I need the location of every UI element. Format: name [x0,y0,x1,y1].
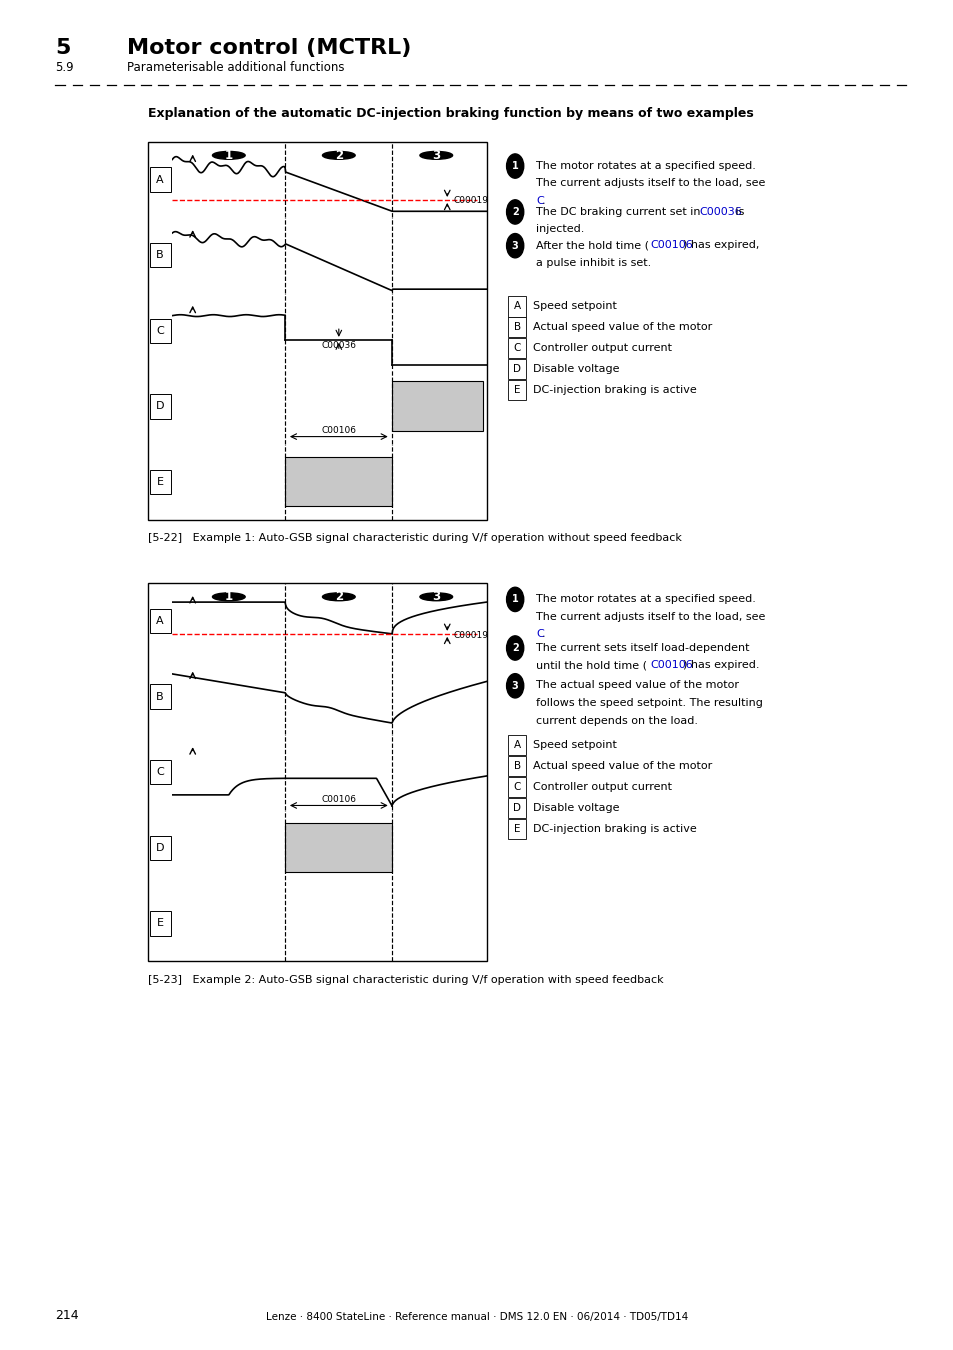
Text: D: D [513,803,520,813]
Text: a pulse inhibit is set.: a pulse inhibit is set. [536,258,651,267]
Text: C00036: C00036 [699,207,741,216]
Text: C: C [156,325,164,336]
Circle shape [322,593,355,601]
Text: A: A [513,740,520,751]
Text: [5-22]   Example 1: Auto-GSB signal characteristic during V/f operation without : [5-22] Example 1: Auto-GSB signal charac… [148,533,681,543]
Text: D: D [513,364,520,374]
Text: Actual speed value of the motor: Actual speed value of the motor [533,761,712,771]
Text: C: C [536,196,543,205]
Text: A: A [513,301,520,312]
Text: Disable voltage: Disable voltage [533,364,619,374]
Text: B: B [156,250,164,261]
Bar [285,824,392,872]
Text: ) has expired,: ) has expired, [682,240,759,250]
Text: Controller output current: Controller output current [533,782,672,792]
Text: until the hold time (: until the hold time ( [536,660,646,670]
Text: C: C [513,782,520,792]
Text: [5-23]   Example 2: Auto-GSB signal characteristic during V/f operation with spe: [5-23] Example 2: Auto-GSB signal charac… [148,975,662,984]
Text: The actual speed value of the motor: The actual speed value of the motor [536,680,739,690]
Text: 2: 2 [511,207,518,217]
Text: E: E [514,385,519,396]
Text: D: D [155,842,164,853]
Text: 2: 2 [335,590,342,603]
Text: The current sets itself load-dependent: The current sets itself load-dependent [536,643,749,652]
Circle shape [419,151,452,159]
Text: E: E [514,824,519,834]
Text: Disable voltage: Disable voltage [533,803,619,813]
Text: E: E [156,918,163,929]
Text: A: A [156,174,164,185]
Text: The DC braking current set in: The DC braking current set in [536,207,703,216]
Text: follows the speed setpoint. The resulting: follows the speed setpoint. The resultin… [536,698,762,707]
Text: 214: 214 [55,1308,79,1322]
Text: Explanation of the automatic DC-injection braking function by means of two examp: Explanation of the automatic DC-injectio… [148,107,753,120]
Text: C00036: C00036 [321,340,356,350]
Text: 5: 5 [55,38,71,58]
Text: is: is [731,207,743,216]
Text: 3: 3 [511,680,518,691]
Text: A: A [156,616,164,626]
Text: Speed setpoint: Speed setpoint [533,740,617,751]
Text: 5.9: 5.9 [55,61,74,74]
Text: 3: 3 [511,240,518,251]
Text: The current adjusts itself to the load, see: The current adjusts itself to the load, … [536,612,764,621]
Text: Parameterisable additional functions: Parameterisable additional functions [127,61,344,74]
Text: C00106: C00106 [321,795,356,805]
Text: 2: 2 [335,148,342,162]
Circle shape [419,593,452,601]
Circle shape [322,151,355,159]
Text: C00019: C00019 [453,196,488,205]
Text: C00106: C00106 [650,660,693,670]
Text: 1: 1 [511,594,518,605]
Text: D: D [155,401,164,412]
Circle shape [213,151,245,159]
Bar [392,382,483,431]
Text: .: . [541,196,544,205]
Text: E: E [156,477,163,487]
Circle shape [213,593,245,601]
Text: Controller output current: Controller output current [533,343,672,354]
Text: Actual speed value of the motor: Actual speed value of the motor [533,323,712,332]
Text: 2: 2 [511,643,518,653]
Text: current depends on the load.: current depends on the load. [536,716,698,725]
Text: C: C [513,343,520,354]
Text: Speed setpoint: Speed setpoint [533,301,617,312]
Text: The motor rotates at a specified speed.: The motor rotates at a specified speed. [536,594,755,603]
Text: B: B [513,323,520,332]
Text: 1: 1 [225,148,233,162]
Text: DC-injection braking is active: DC-injection braking is active [533,824,697,834]
Text: B: B [513,761,520,771]
Text: The current adjusts itself to the load, see: The current adjusts itself to the load, … [536,178,764,188]
Bar [285,458,392,506]
Text: C00106: C00106 [321,427,356,435]
Text: C00106: C00106 [650,240,693,250]
Text: Lenze · 8400 StateLine · Reference manual · DMS 12.0 EN · 06/2014 · TD05/TD14: Lenze · 8400 StateLine · Reference manua… [266,1312,687,1322]
Text: DC-injection braking is active: DC-injection braking is active [533,385,697,396]
Text: After the hold time (: After the hold time ( [536,240,648,250]
Text: injected.: injected. [536,224,584,234]
Text: 3: 3 [432,148,440,162]
Text: The motor rotates at a specified speed.: The motor rotates at a specified speed. [536,161,755,170]
Text: C00019: C00019 [453,630,488,640]
Text: 1: 1 [511,161,518,171]
Text: 3: 3 [432,590,440,603]
Text: B: B [156,691,164,702]
Text: ) has expired.: ) has expired. [682,660,759,670]
Text: C: C [536,629,543,639]
Text: 1: 1 [225,590,233,603]
Text: Motor control (MCTRL): Motor control (MCTRL) [127,38,411,58]
Text: .: . [541,629,544,639]
Text: C: C [156,767,164,778]
